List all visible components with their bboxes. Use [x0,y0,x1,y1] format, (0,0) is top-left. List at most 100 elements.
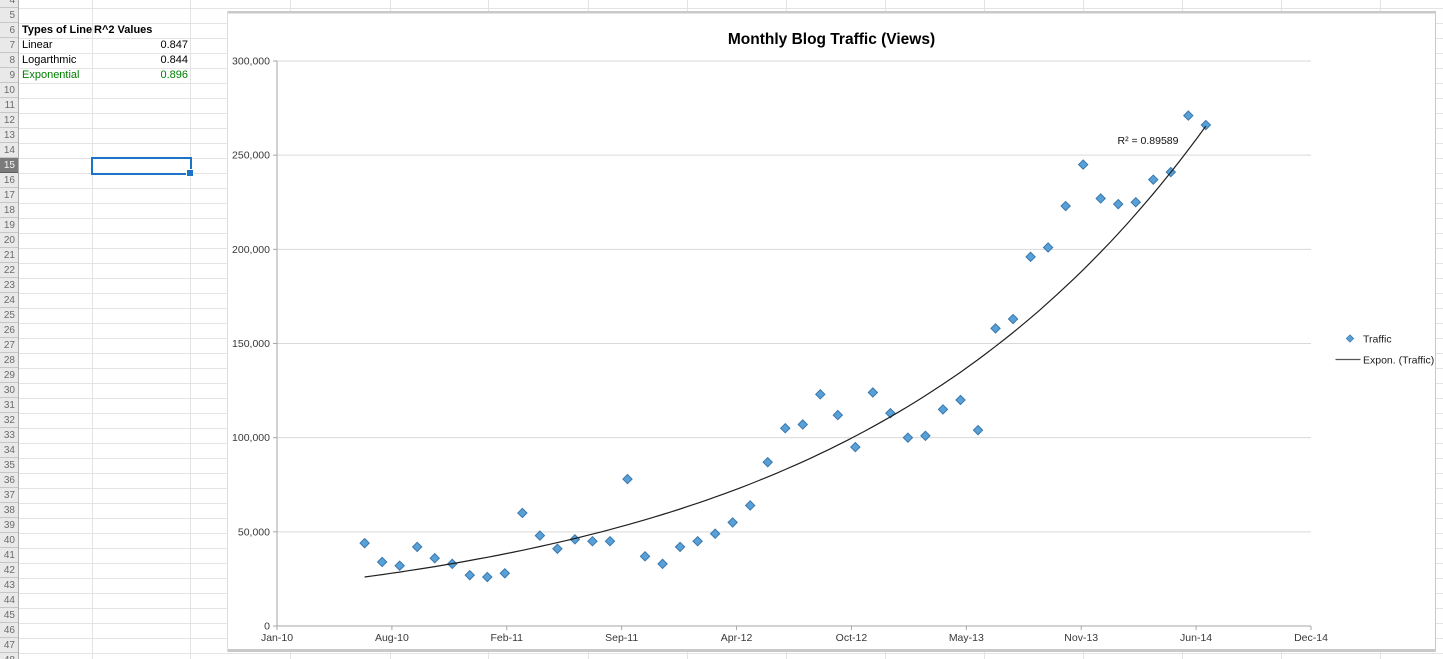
data-point-Feb-14[interactable] [1130,196,1142,208]
row-header-22[interactable]: 22 [0,263,18,278]
cell-b6-r2-values[interactable]: R^2 Values [94,24,153,36]
row-header-38[interactable]: 38 [0,503,18,518]
data-point-Feb-13[interactable] [920,430,931,442]
row-header-8[interactable]: 8 [0,53,18,68]
row-header-39[interactable]: 39 [0,518,18,533]
data-point-Dec-10[interactable] [464,569,476,581]
row-header-37[interactable]: 37 [0,488,18,503]
data-point-Jan-11[interactable] [481,571,493,583]
data-point-Aug-12[interactable] [814,389,826,400]
row-header-41[interactable]: 41 [0,548,18,563]
row-header-33[interactable]: 33 [0,428,18,443]
row-header-24[interactable]: 24 [0,293,18,308]
data-point-Jun-13[interactable] [990,323,1001,334]
row-header-45[interactable]: 45 [0,608,18,623]
data-point-Jul-10[interactable] [376,556,388,568]
cell-b7-linear-r2[interactable]: 0.847 [160,39,188,51]
row-header-43[interactable]: 43 [0,578,18,593]
row-header-47[interactable]: 47 [0,638,18,653]
data-point-May-12[interactable] [762,456,774,468]
data-point-Mar-12[interactable] [727,517,738,528]
row-header-36[interactable]: 36 [0,473,18,488]
data-point-Jul-13[interactable] [1007,313,1019,325]
cell-a7-linear[interactable]: Linear [22,39,53,51]
row-header-28[interactable]: 28 [0,353,18,368]
data-point-Apr-12[interactable] [744,500,756,511]
data-point-Sep-12[interactable] [832,409,844,421]
data-point-Apr-11[interactable] [534,530,546,541]
x-axis-labels[interactable]: Jan-10 Aug-10 Feb-11 Sep-11 Apr-12 Oct-12 May-… [261,626,1328,644]
monthly-blog-traffic-chart[interactable]: 0 50,000 100,000 150,000 200,000 250,000 300,0… [227,11,1436,652]
y-axis-labels[interactable]: 0 50,000 100,000 150,000 200,000 250,000 300,0… [232,56,270,633]
cell-b9-exponential-r2[interactable]: 0.896 [160,69,188,81]
data-point-Jan-14[interactable] [1112,198,1124,210]
data-point-Mar-11[interactable] [517,507,528,519]
data-point-Nov-11[interactable] [657,558,668,570]
row-header-48[interactable]: 48 [0,653,18,659]
data-point-Aug-13[interactable] [1025,251,1036,263]
row-header-10[interactable]: 10 [0,83,18,98]
data-point-Jul-12[interactable] [797,419,809,430]
row-header-13[interactable]: 13 [0,128,18,143]
data-point-Apr-13[interactable] [955,394,966,406]
row-header-25[interactable]: 25 [0,308,18,323]
data-point-Jun-14[interactable] [1200,119,1212,131]
data-point-May-11[interactable] [552,543,563,555]
data-point-Aug-11[interactable] [604,535,616,547]
row-header-4[interactable]: 4 [0,0,18,8]
row-header-40[interactable]: 40 [0,533,18,548]
row-header-32[interactable]: 32 [0,413,18,428]
traffic-series-markers[interactable] [359,110,1212,583]
data-point-Oct-12[interactable] [850,441,861,453]
row-header-34[interactable]: 34 [0,443,18,458]
row-header-30[interactable]: 30 [0,383,18,398]
chart-legend[interactable]: Traffic Expon. (Traffic) [1335,334,1435,367]
data-point-Sep-11[interactable] [622,473,633,485]
data-point-Dec-13[interactable] [1095,193,1107,204]
cell-a8-logarithmic[interactable]: Logarthmic [22,54,77,66]
data-point-Oct-13[interactable] [1060,200,1071,212]
data-point-Sep-13[interactable] [1042,242,1054,253]
data-point-Nov-12[interactable] [867,387,879,398]
r-squared-annotation[interactable]: R² = 0.89589 [1117,135,1178,147]
data-point-Jan-12[interactable] [692,535,703,547]
row-header-26[interactable]: 26 [0,323,18,338]
row-header-29[interactable]: 29 [0,368,18,383]
cell-a9-exponential[interactable]: Exponential [22,69,80,81]
row-header-15[interactable]: 15 [0,158,18,173]
row-header-20[interactable]: 20 [0,233,18,248]
data-point-Oct-11[interactable] [639,551,651,562]
data-point-May-13[interactable] [972,424,984,436]
row-header-7[interactable]: 7 [0,38,18,53]
data-point-Aug-10[interactable] [394,560,405,572]
exponential-trendline[interactable] [364,125,1207,578]
row-header-9[interactable]: 9 [0,68,18,83]
data-point-Feb-11[interactable] [499,567,511,579]
fill-handle[interactable] [186,169,194,177]
row-header-16[interactable]: 16 [0,173,18,188]
traffic-chart-panel[interactable]: 0 50,000 100,000 150,000 200,000 250,000 300,0… [227,11,1436,652]
data-point-May-14[interactable] [1183,110,1194,121]
chart-title[interactable]: Monthly Blog Traffic (Views) [728,31,935,48]
row-header-23[interactable]: 23 [0,278,18,293]
row-header-46[interactable]: 46 [0,623,18,638]
data-point-Jun-10[interactable] [359,537,370,549]
cell-a6-types-of-line[interactable]: Types of Line [22,24,93,36]
row-header-6[interactable]: 6 [0,23,18,38]
row-header-21[interactable]: 21 [0,248,18,263]
row-header-14[interactable]: 14 [0,143,18,158]
data-point-Dec-11[interactable] [674,541,686,553]
row-header-19[interactable]: 19 [0,218,18,233]
row-header-18[interactable]: 18 [0,203,18,218]
row-header-44[interactable]: 44 [0,593,18,608]
cell-b8-logarithmic-r2[interactable]: 0.844 [160,54,188,66]
selected-cell-b15[interactable] [91,157,194,177]
data-point-Jun-12[interactable] [779,422,791,434]
row-header-31[interactable]: 31 [0,398,18,413]
row-header-35[interactable]: 35 [0,458,18,473]
row-header-12[interactable]: 12 [0,113,18,128]
data-point-Jan-13[interactable] [902,432,914,443]
data-point-Nov-13[interactable] [1077,159,1089,170]
data-point-Oct-10[interactable] [429,552,441,564]
data-point-Jul-11[interactable] [587,535,598,547]
